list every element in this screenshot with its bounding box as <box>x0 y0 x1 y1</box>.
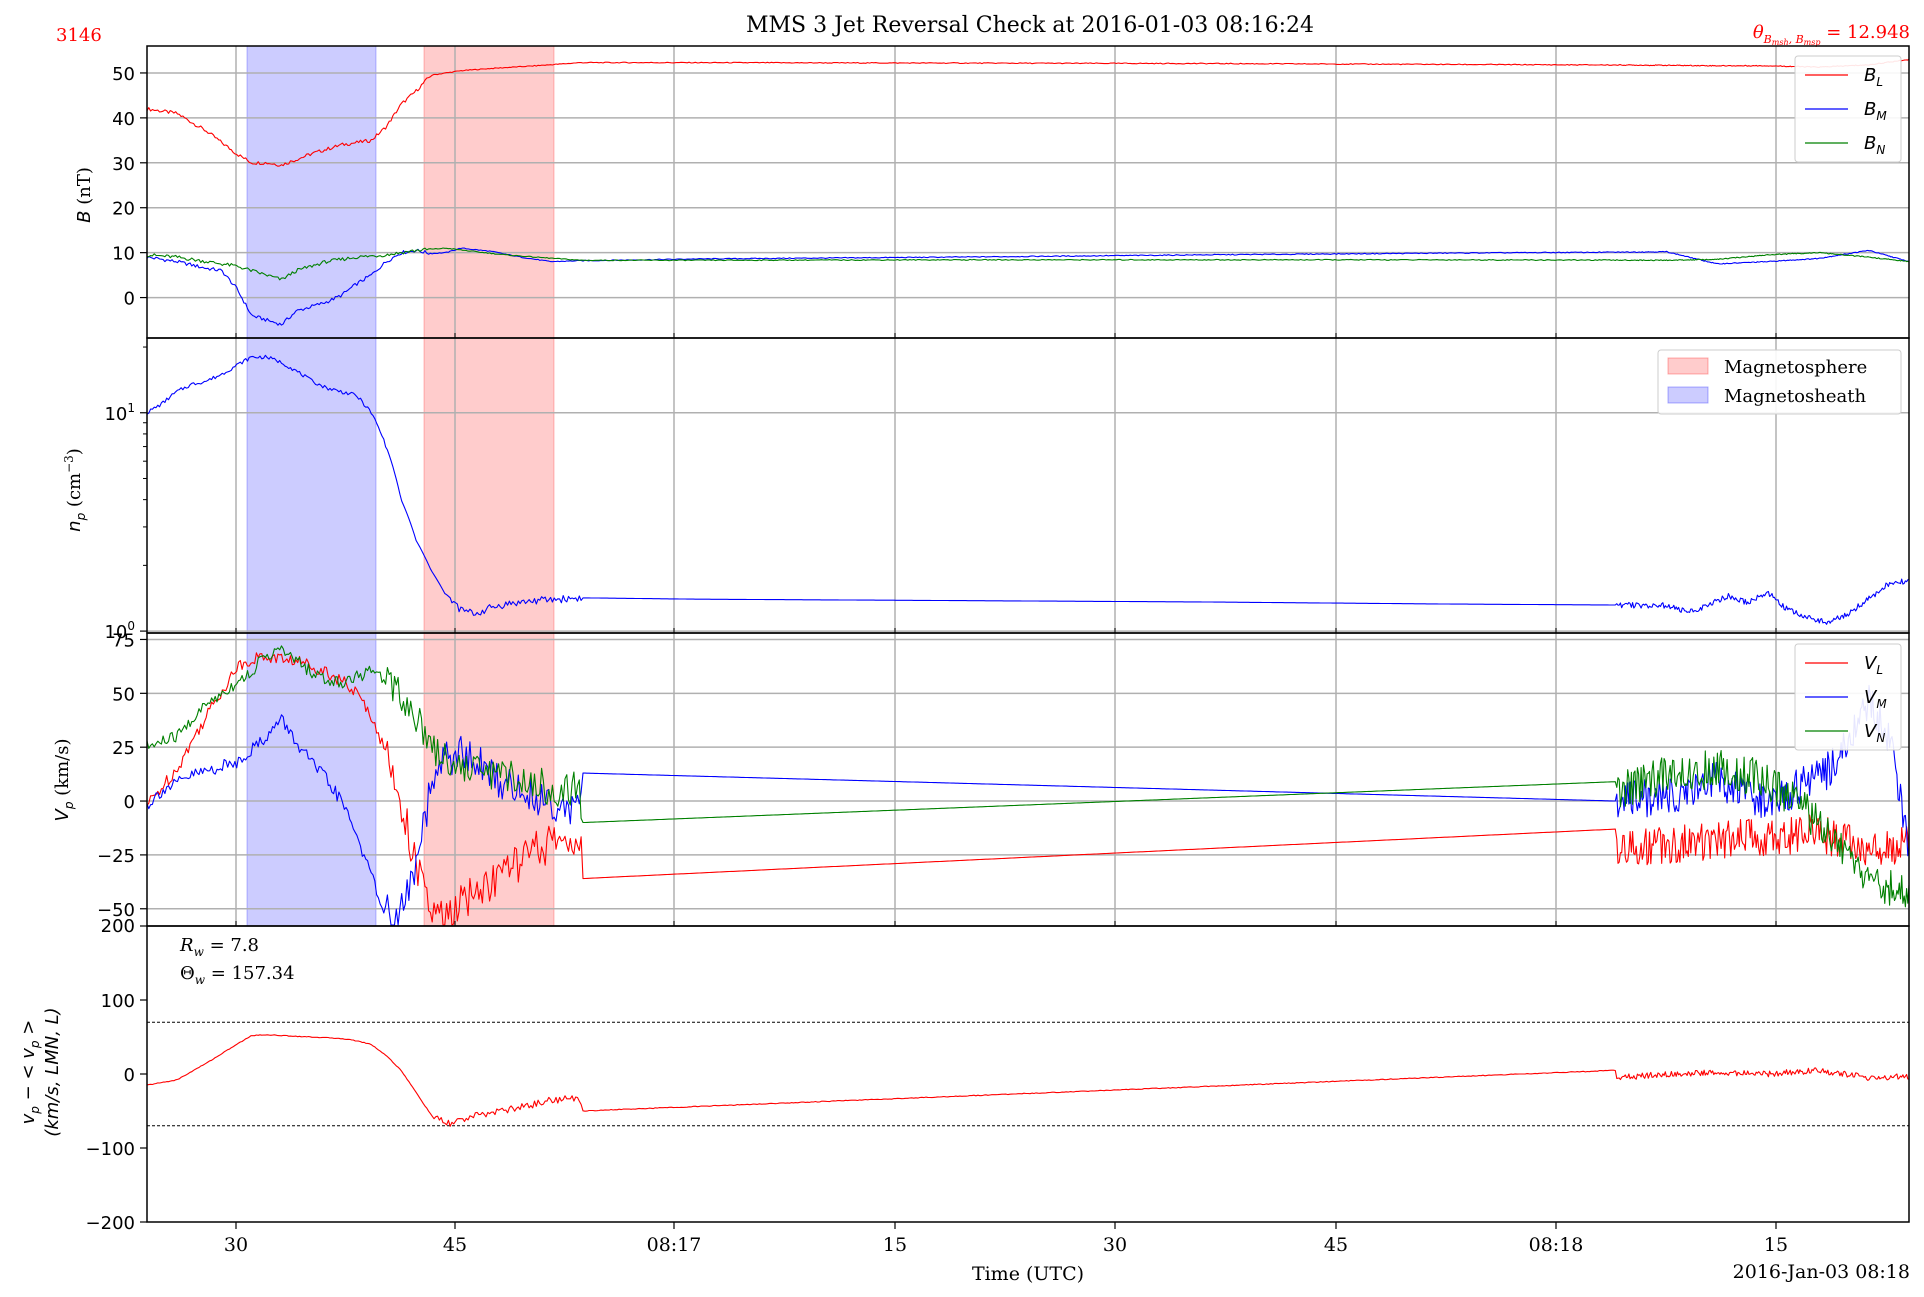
y-tick-label: 100 <box>104 619 135 643</box>
y-tick-label: 25 <box>112 738 135 759</box>
y-tick-label: −100 <box>86 1139 135 1160</box>
series-line-v-m <box>146 684 1910 926</box>
x-tick-label: 30 <box>1103 1234 1127 1256</box>
y-tick-label: 0 <box>124 1065 135 1086</box>
x-tick-label: 45 <box>443 1234 467 1256</box>
p2-series-lines <box>146 645 1910 926</box>
p0-series-lines <box>146 58 1910 326</box>
p0-grid <box>147 46 1909 338</box>
shaded-region-magnetosheath <box>246 632 377 927</box>
p2-y-axis-label: Vp (km/s) <box>52 739 76 822</box>
thetaw-value: 157.34 <box>232 963 295 984</box>
x-tick-label: 15 <box>883 1234 907 1256</box>
event-id-label: 3146 <box>56 25 102 46</box>
y-tick-label: 100 <box>101 991 135 1012</box>
p1-grid <box>147 338 1909 633</box>
p1-legend: Magnetosphere Magnetosheath <box>1657 349 1902 415</box>
x-tick-label: 08:18 <box>1529 1234 1584 1256</box>
panel-frame <box>146 925 1910 1223</box>
y-tick-label: −200 <box>86 1213 135 1234</box>
y-tick-label: 20 <box>112 199 135 220</box>
thetaw-annotation: Θw = 157.34 <box>180 963 295 987</box>
p0-y-axis-label: B (nT) <box>74 167 95 223</box>
p1-y-axis-label: np (cm−3) <box>62 448 88 532</box>
panel-proton-velocity: −50 −25 0 25 50 75 Vp (km/s) VL VM VN <box>52 630 1910 927</box>
y-tick-label: 101 <box>104 401 135 425</box>
series-line-b-m <box>146 247 1910 326</box>
x-tick-label: 30 <box>224 1234 248 1256</box>
x-axis-label: Time (UTC) <box>972 1263 1084 1285</box>
x-axis-ticks: 30 45 08:17 15 30 45 08:18 15 <box>224 333 1788 1256</box>
p1-y-tick-labels: 100 101 <box>104 346 147 643</box>
p1-legend-box <box>1657 349 1902 415</box>
p3-threshold-lines <box>147 1021 1909 1127</box>
y-tick-label: 0 <box>124 289 135 310</box>
y-tick-label: 200 <box>101 916 135 937</box>
series-line-v-l <box>146 652 1910 926</box>
x-tick-label: 45 <box>1324 1234 1348 1256</box>
y-tick-label: 0 <box>124 792 135 813</box>
y-tick-label: −25 <box>97 846 135 867</box>
legend-label-magnetosheath: Magnetosheath <box>1724 386 1866 407</box>
rw-value: 7.8 <box>230 935 259 956</box>
legend-swatch-magnetosphere <box>1667 357 1709 375</box>
p3-series-lines <box>146 1034 1910 1127</box>
y-tick-label: 40 <box>112 109 135 130</box>
x-tick-label: 15 <box>1764 1234 1788 1256</box>
p0-y-tick-labels: 0 10 20 30 40 50 <box>112 64 147 310</box>
p1-series-lines <box>146 354 1910 625</box>
p3-y-tick-labels: −200 −100 0 100 200 <box>86 916 147 1234</box>
shaded-region-magnetosheath <box>246 337 377 634</box>
series-line-b-l <box>146 58 1910 167</box>
x-tick-label: 08:17 <box>647 1234 702 1256</box>
y-tick-label: −50 <box>97 900 135 921</box>
series-line-n-p <box>146 354 1910 625</box>
shaded-region-magnetosphere <box>423 45 555 339</box>
p2-legend: VL VM VN <box>1794 643 1902 751</box>
panel-frames <box>146 45 1910 1223</box>
legend-swatch-magnetosheath <box>1667 386 1709 404</box>
series-line-v-n <box>146 645 1910 908</box>
p3-y-axis-label: vp − < vp > <box>18 1020 42 1125</box>
y-tick-label: 50 <box>112 64 135 85</box>
p0-legend: BL BM BN <box>1794 55 1902 163</box>
y-tick-label: 50 <box>112 684 135 705</box>
shaded-region-magnetosheath <box>246 45 377 339</box>
figure-title: MMS 3 Jet Reversal Check at 2016-01-03 0… <box>746 13 1314 38</box>
p3-y-axis-label-2: (km/s, LMN, L) <box>42 1007 63 1136</box>
series-line-v-l-deviation <box>146 1034 1910 1127</box>
p0-shaded-regions <box>246 45 555 339</box>
legend-label-magnetosphere: Magnetosphere <box>1724 357 1867 378</box>
panel-magnetic-field: 0 10 20 30 40 50 B (nT) BL BM BN <box>74 45 1910 339</box>
series-line-b-n <box>147 247 1910 281</box>
shaded-region-magnetosphere <box>423 337 555 634</box>
rw-annotation: Rw = 7.8 <box>179 935 259 959</box>
date-label: 2016-Jan-03 08:18 <box>1733 1261 1910 1283</box>
p2-y-tick-labels: −50 −25 0 25 50 75 <box>97 630 147 921</box>
panel-velocity-deviation: −200 −100 0 100 200 vp − < vp > (km/s, LMN, … <box>18 916 1910 1234</box>
y-tick-label: 10 <box>112 244 135 265</box>
y-tick-label: 30 <box>112 154 135 175</box>
theta-value: 12.948 <box>1847 22 1910 43</box>
y-tick-label: 75 <box>112 630 135 651</box>
